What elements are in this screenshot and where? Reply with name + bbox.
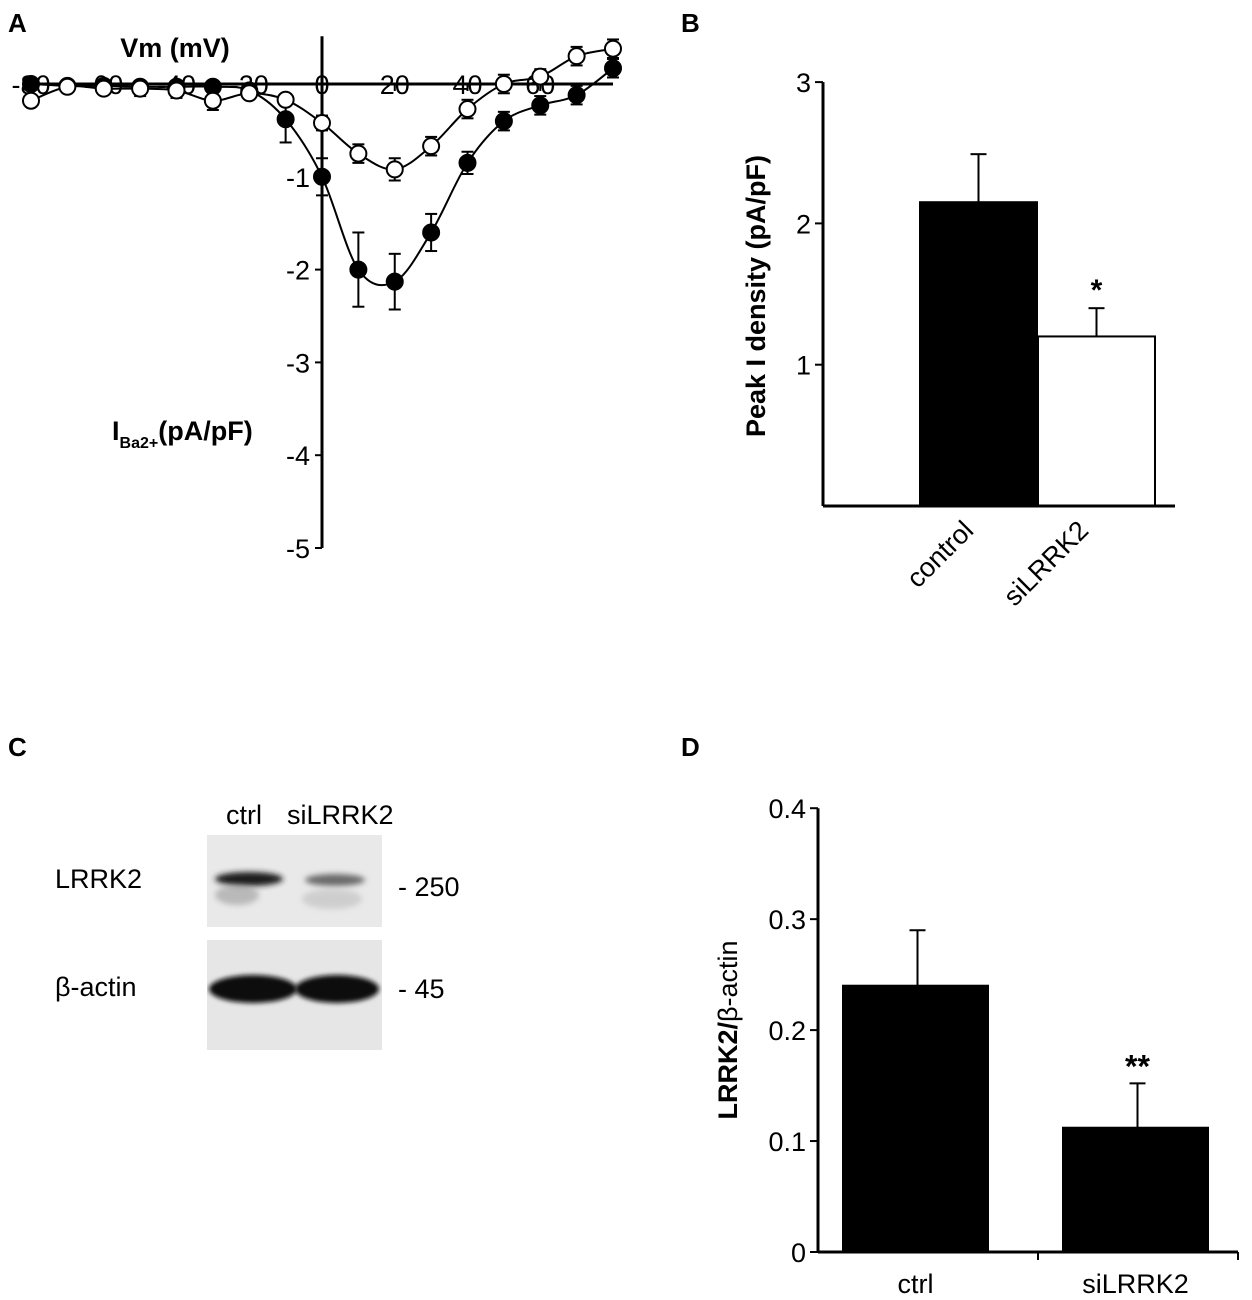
y-axis-label: LRRK2/β-actin xyxy=(713,940,743,1119)
data-point-open xyxy=(240,84,259,103)
y-tick-label: 2 xyxy=(796,209,811,239)
blot-marker-45: - 45 xyxy=(398,974,445,1004)
panel-label-a: A xyxy=(8,8,27,38)
data-point-open xyxy=(458,100,477,119)
blot-image xyxy=(207,835,382,1050)
x-tick-label: 20 xyxy=(380,70,410,100)
data-point-open xyxy=(531,67,550,86)
data-point-filled xyxy=(604,59,622,78)
data-point-open xyxy=(131,79,150,98)
data-point-open xyxy=(385,160,404,179)
y-tick-label: -2 xyxy=(286,256,310,286)
band-actin-ctrl xyxy=(209,975,297,1003)
panel-label-c: C xyxy=(8,732,27,762)
data-point-filled xyxy=(458,153,477,172)
data-point-filled xyxy=(349,260,368,279)
y-tick-label: 0.2 xyxy=(768,1016,806,1046)
bar-ctrl xyxy=(842,984,989,1253)
data-point-open xyxy=(94,79,113,98)
significance-marker: ** xyxy=(1125,1048,1150,1084)
category-label: siLRRK2 xyxy=(1082,1269,1189,1299)
x-axis-label: Vm (mV) xyxy=(120,33,230,63)
significance-marker: * xyxy=(1091,274,1103,307)
bar-control xyxy=(919,201,1038,508)
panel-label-b: B xyxy=(681,8,700,38)
blot-protein-label-lrrk2: LRRK2 xyxy=(55,864,143,894)
data-point-open xyxy=(167,81,186,100)
y-tick-label: 0.1 xyxy=(768,1127,806,1157)
data-point-open xyxy=(567,47,586,66)
blot-lane-label-silrrk2: siLRRK2 xyxy=(287,800,394,830)
y-tick-label: -3 xyxy=(286,348,310,378)
band-lrrk2-silrrk2-smear xyxy=(302,889,362,909)
data-point-filled xyxy=(276,110,295,129)
data-point-filled xyxy=(422,223,441,242)
y-tick-label: 3 xyxy=(796,68,811,98)
data-point-filled xyxy=(494,112,513,131)
data-point-open xyxy=(58,77,77,96)
blot-protein-label-beta-actin: β-actin xyxy=(55,972,137,1002)
band-lrrk2-ctrl-smear xyxy=(215,885,259,905)
y-axis-label: IBa2+(pA/pF) xyxy=(112,416,253,452)
data-point-open xyxy=(349,144,368,163)
blot-lane-label-ctrl: ctrl xyxy=(226,800,262,830)
panel-label-d: D xyxy=(681,732,700,762)
data-point-open xyxy=(313,113,331,132)
data-point-open xyxy=(604,39,622,58)
y-tick-label: 0 xyxy=(791,1238,806,1268)
data-point-open xyxy=(276,90,295,109)
y-tick-label: 1 xyxy=(796,351,811,381)
band-lrrk2-silrrk2 xyxy=(305,874,365,886)
band-lrrk2-ctrl xyxy=(215,872,283,886)
data-point-filled xyxy=(567,86,586,105)
data-point-open xyxy=(203,91,222,110)
data-point-open xyxy=(22,91,40,110)
blot-marker-250: - 250 xyxy=(398,872,460,902)
category-label: ctrl xyxy=(898,1269,934,1299)
y-axis-label: Peak I density (pA/pF) xyxy=(741,155,771,437)
data-point-open xyxy=(494,75,513,93)
data-point-filled xyxy=(531,96,550,115)
y-tick-label: -1 xyxy=(286,163,310,193)
band-actin-silrrk2 xyxy=(295,975,379,1003)
x-tick-label: 0 xyxy=(314,70,329,100)
y-tick-label: -4 xyxy=(286,441,310,471)
data-point-open xyxy=(422,137,441,156)
y-tick-label: 0.3 xyxy=(768,905,806,935)
data-point-filled xyxy=(313,167,331,186)
y-tick-label: 0.4 xyxy=(768,794,806,824)
y-tick-label: -5 xyxy=(286,534,310,564)
bar-silrrk2 xyxy=(1062,1126,1209,1253)
data-point-filled xyxy=(385,272,404,291)
x-tick-label: 40 xyxy=(452,70,482,100)
